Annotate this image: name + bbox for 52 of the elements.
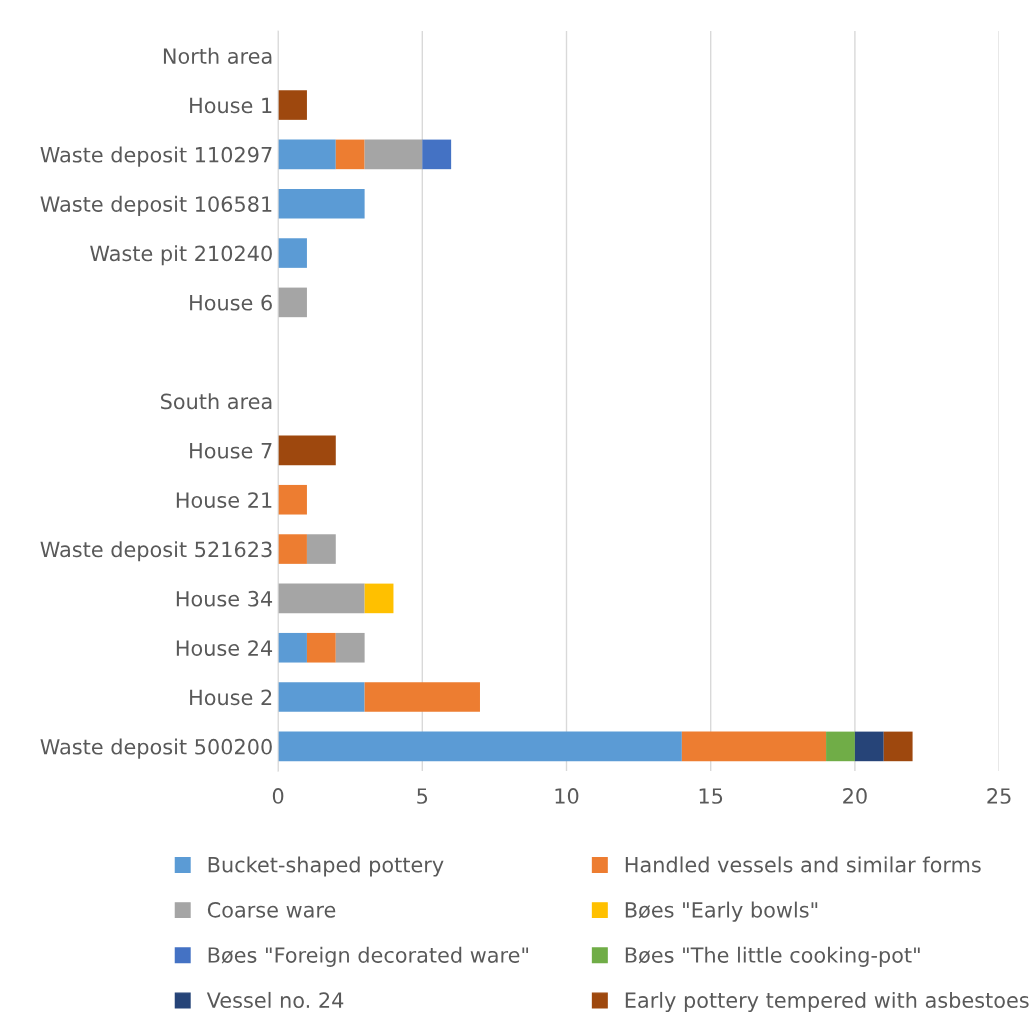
bar	[278, 731, 682, 762]
bar	[278, 534, 307, 564]
bar	[278, 632, 307, 663]
bar	[306, 632, 336, 663]
legend-label: Early pottery tempered with asbestoes	[625, 991, 1029, 1013]
legend-label: Coarse ware	[207, 901, 336, 918]
bar	[826, 731, 855, 762]
legend-label: Bøes "Early bowls"	[625, 901, 818, 922]
x-tick-label: 0	[272, 788, 284, 804]
bar	[335, 632, 365, 663]
legend-label: Vessel no. 24	[206, 991, 344, 1009]
legend-label: Handled vessels and similar forms	[625, 856, 981, 873]
bar	[364, 583, 394, 614]
y-tick-label: North area	[163, 47, 272, 64]
bar	[278, 139, 336, 170]
y-tick-label: House 34	[176, 590, 273, 607]
y-tick-label: House 2	[190, 689, 272, 706]
bar	[278, 682, 365, 712]
bar	[422, 139, 452, 170]
bar	[335, 139, 365, 170]
y-tick-label: House 7	[190, 443, 272, 459]
bar	[854, 731, 884, 762]
bar	[278, 583, 365, 614]
y-tick-label: Waste deposit 106581	[40, 195, 272, 216]
bar	[278, 435, 336, 466]
y-tick-label: House 21	[176, 492, 272, 508]
bar	[278, 287, 307, 318]
legend-label: Bucket-shaped pottery	[208, 856, 444, 877]
bar	[278, 90, 307, 120]
bar	[364, 139, 423, 170]
y-tick-label: South area	[161, 393, 272, 410]
y-tick-label: Waste deposit 521623	[40, 541, 272, 562]
bar	[681, 731, 827, 762]
x-tick-label: 20	[843, 788, 867, 804]
legend-label: Bøes "The little cooking-pot"	[625, 946, 920, 967]
y-tick-label: Waste deposit 500200	[40, 738, 272, 759]
bar	[278, 484, 307, 515]
y-tick-label: House 1	[190, 97, 272, 114]
bar	[278, 238, 307, 268]
bar	[306, 534, 336, 564]
y-tick-label: Waste pit 210240	[90, 245, 272, 266]
x-tick-label: 25	[987, 788, 1011, 804]
x-tick-label: 5	[417, 788, 428, 804]
y-tick-label: Waste deposit 110297	[40, 146, 272, 167]
y-tick-label: House 24	[176, 640, 273, 656]
x-tick-label: 15	[699, 788, 723, 804]
y-tick-label: House 6	[190, 294, 272, 311]
bar	[883, 731, 913, 762]
bar	[364, 682, 480, 712]
x-tick-label: 10	[555, 788, 579, 804]
bar	[278, 188, 365, 219]
legend-label: Bøes "Foreign decorated ware"	[208, 946, 529, 967]
